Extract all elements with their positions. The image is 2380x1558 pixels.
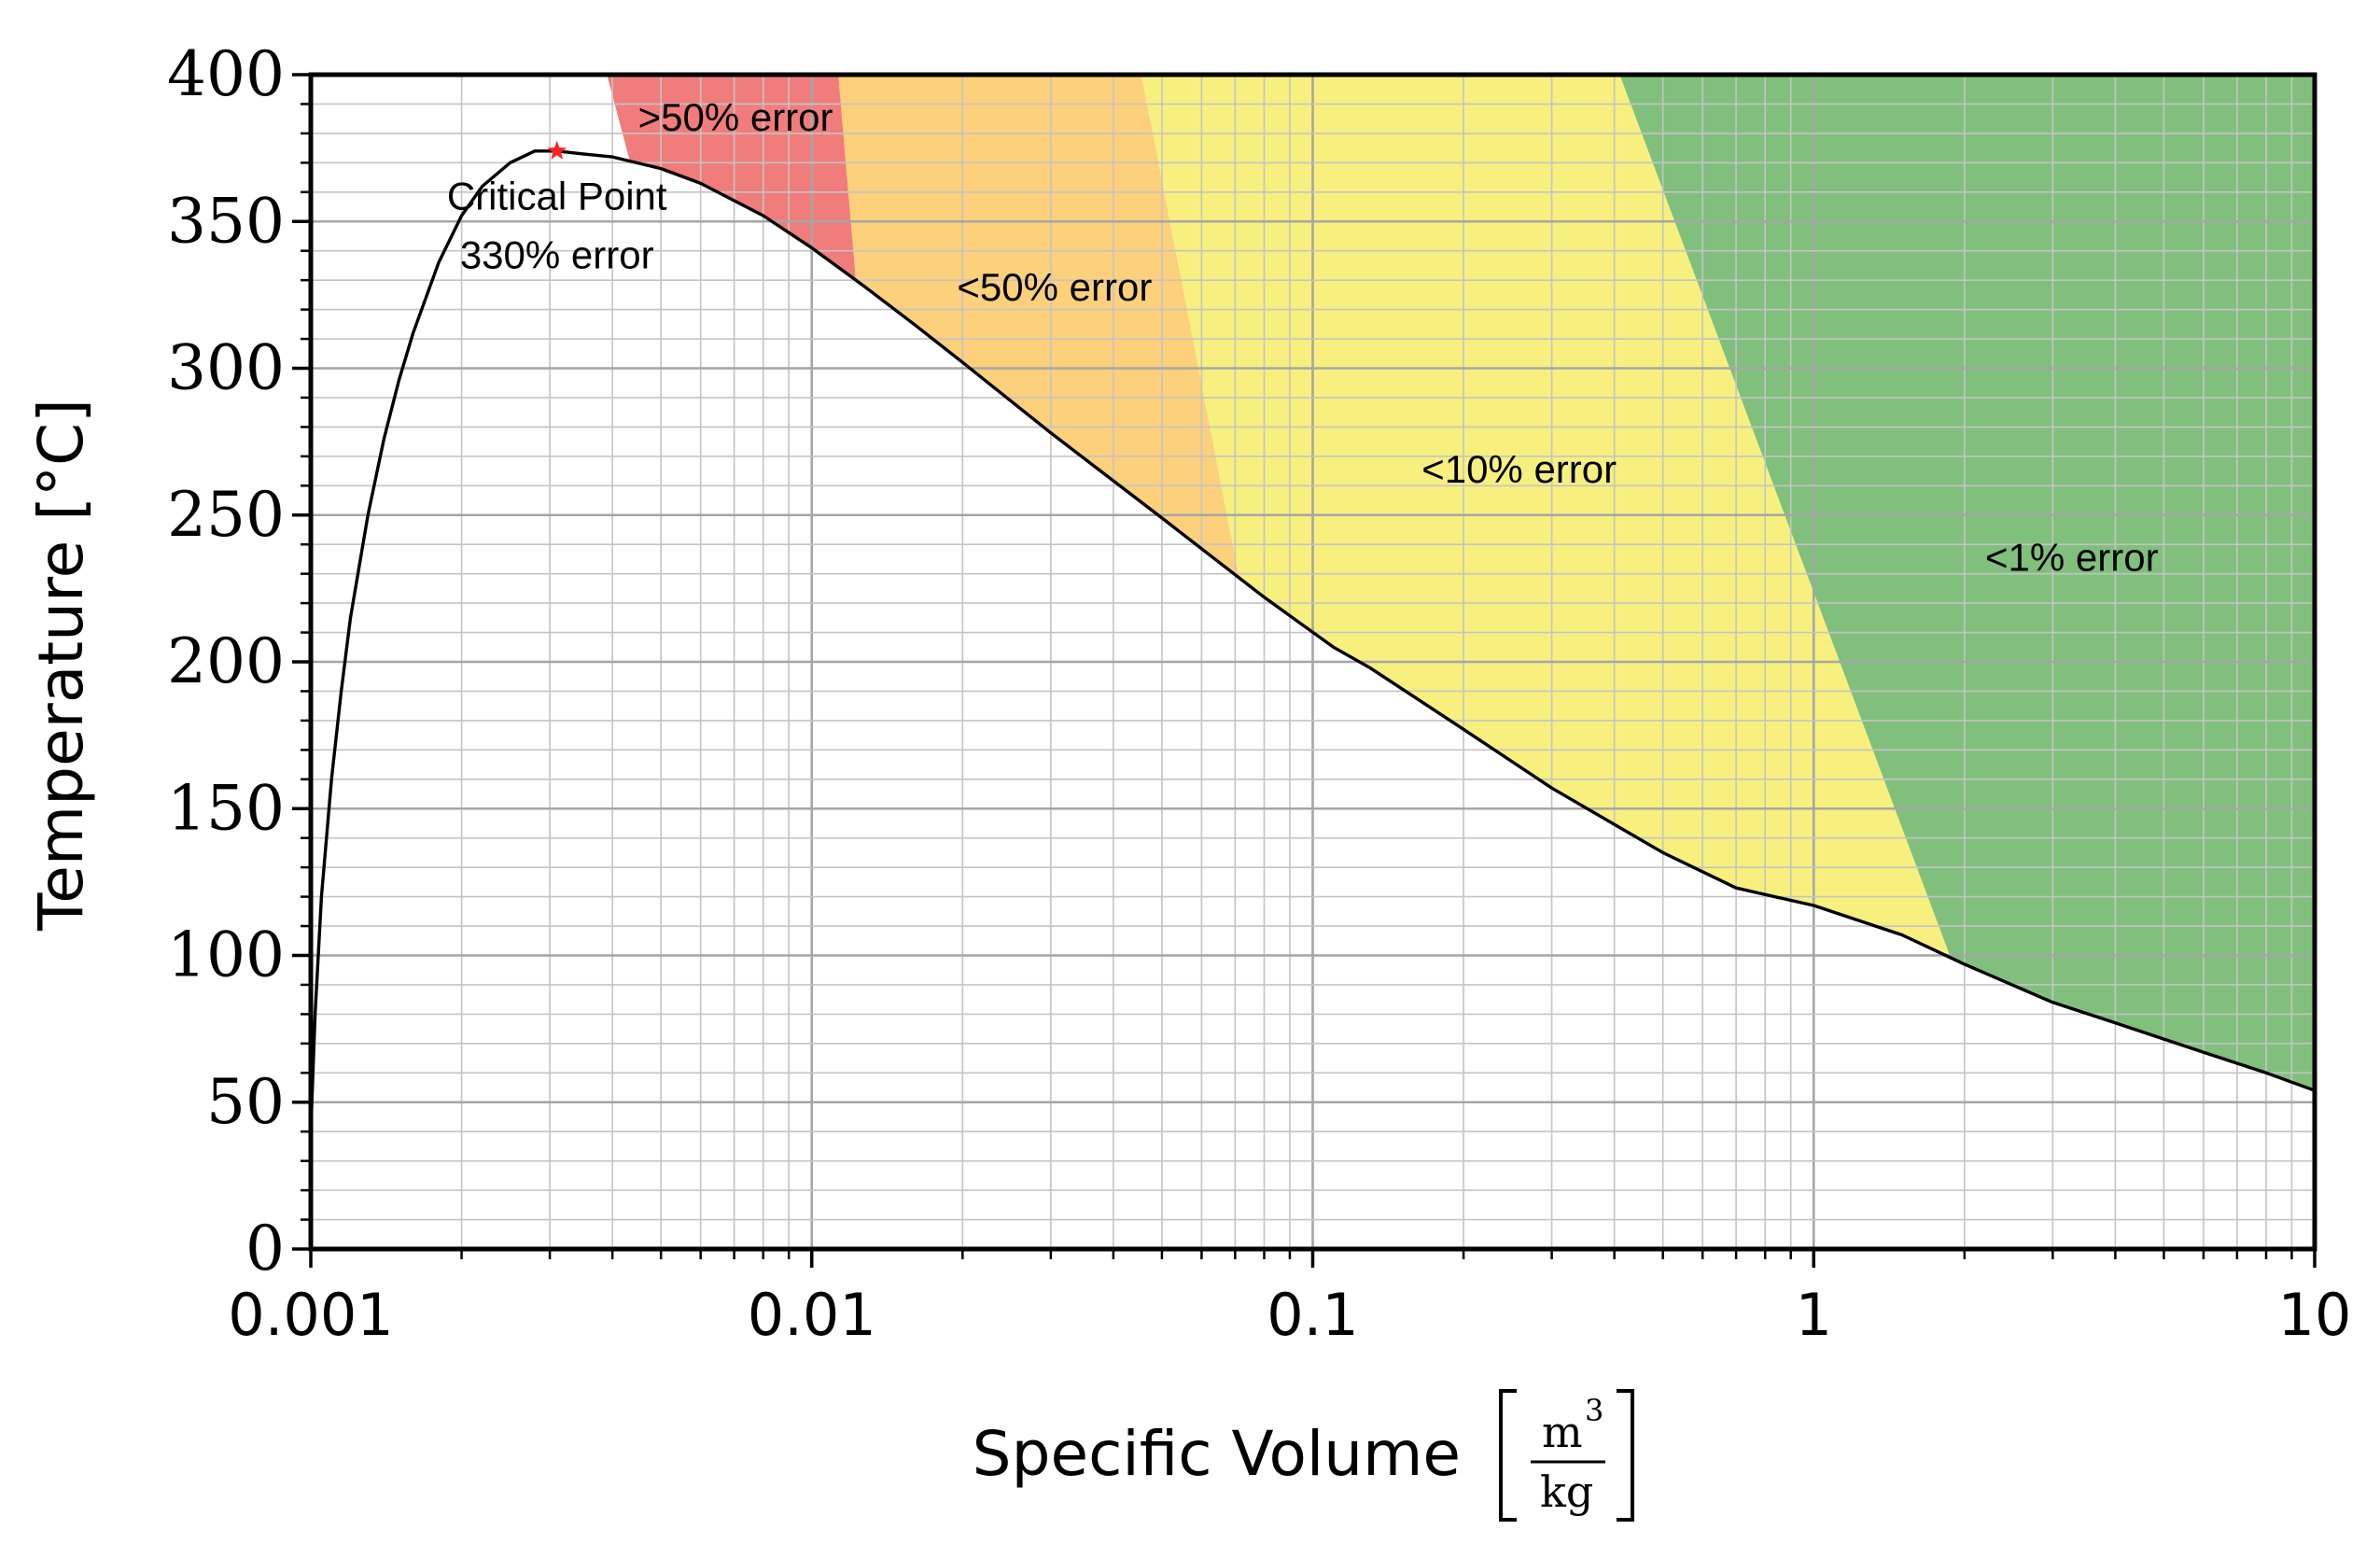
annotation-50-error: >50% error — [638, 95, 833, 139]
annotation-layer: >50% error <50% error <10% error <1% error C… — [447, 95, 2159, 580]
annotation-critical-point: Critical Point — [447, 175, 667, 218]
annotation-50-error: <50% error — [957, 265, 1152, 309]
y-tick-label: 150 — [167, 772, 285, 844]
x-axis-unit-exponent: 3 — [1585, 1393, 1603, 1428]
annotation-1-error: <1% error — [1985, 536, 2159, 580]
y-tick-label: 100 — [167, 919, 285, 991]
annotation-10-error: <10% error — [1421, 447, 1617, 491]
y-axis-label: Temperature [°C] — [25, 399, 97, 932]
axes — [292, 72, 2317, 1268]
x-tick-label: 0.1 — [1267, 1281, 1359, 1349]
y-tick-label: 350 — [167, 185, 285, 257]
annotation-330-error: 330% error — [460, 233, 654, 277]
x-tick-label: 10 — [2278, 1281, 2352, 1349]
y-tick-label: 300 — [167, 332, 285, 404]
x-tick-label: 0.001 — [228, 1281, 394, 1349]
y-tick-label: 400 — [167, 38, 285, 110]
critical-point-marker — [547, 140, 567, 160]
saturation-curve-layer — [309, 140, 2316, 1132]
x-axis-label-group: Specific Volume m 3 kg — [973, 1389, 1634, 1522]
y-tick-label: 250 — [167, 479, 285, 551]
x-axis-label-right-bracket — [1617, 1389, 1634, 1522]
saturation-dome-curve — [309, 149, 2316, 1132]
x-axis-label-left-bracket — [1499, 1389, 1517, 1522]
tick-labels: 0 50 100 150 200 250 300 350 400 0.001 0.01 0.1 1 10 — [167, 38, 2351, 1349]
y-tick-label: 200 — [167, 625, 285, 697]
x-axis-unit-numerator: m — [1542, 1407, 1583, 1457]
x-axis-label: Specific Volume — [973, 1418, 1461, 1490]
x-tick-label: 0.01 — [748, 1281, 876, 1349]
x-tick-label: 1 — [1796, 1281, 1832, 1349]
grid — [309, 73, 2315, 1251]
x-axis-unit-denominator: kg — [1540, 1467, 1593, 1517]
y-tick-label: 0 — [245, 1213, 285, 1284]
y-tick-label: 50 — [206, 1066, 285, 1138]
